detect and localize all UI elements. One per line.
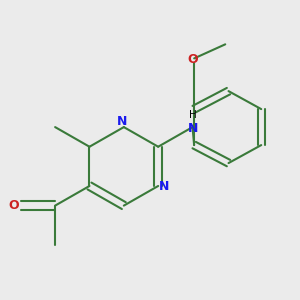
- Text: H: H: [189, 110, 197, 120]
- Text: O: O: [8, 199, 19, 212]
- Text: O: O: [188, 53, 198, 66]
- Text: N: N: [159, 180, 169, 193]
- Text: N: N: [188, 122, 198, 135]
- Text: N: N: [117, 115, 128, 128]
